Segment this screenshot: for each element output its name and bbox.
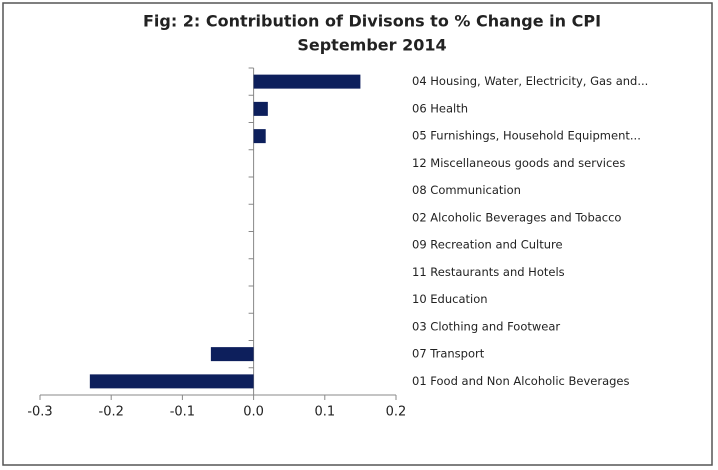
bar bbox=[253, 74, 361, 89]
chart-subtitle: September 2014 bbox=[297, 36, 446, 55]
chart-title: Fig: 2: Contribution of Divisons to % Ch… bbox=[143, 12, 601, 31]
x-tick-label: 0.0 bbox=[243, 405, 264, 420]
x-tick-label: -0.1 bbox=[170, 405, 195, 420]
category-label: 12 Miscellaneous goods and services bbox=[412, 156, 625, 170]
category-label: 02 Alcoholic Beverages and Tobacco bbox=[412, 210, 621, 224]
bar bbox=[89, 374, 254, 389]
category-label: 03 Clothing and Footwear bbox=[412, 319, 560, 333]
category-label: 08 Communication bbox=[412, 183, 521, 197]
x-tick-label: 0.2 bbox=[386, 405, 407, 420]
category-label: 07 Transport bbox=[412, 347, 485, 361]
category-label: 01 Food and Non Alcoholic Beverages bbox=[412, 374, 630, 388]
bar bbox=[253, 129, 266, 144]
x-tick-label: -0.3 bbox=[27, 405, 52, 420]
bar bbox=[253, 101, 268, 116]
category-label: 04 Housing, Water, Electricity, Gas and.… bbox=[412, 74, 648, 88]
category-label: 09 Recreation and Culture bbox=[412, 238, 563, 252]
chart-border bbox=[2, 2, 713, 466]
category-label: 05 Furnishings, Household Equipment... bbox=[412, 129, 641, 143]
category-label: 06 Health bbox=[412, 101, 468, 115]
bar bbox=[210, 347, 254, 362]
category-label: 10 Education bbox=[412, 292, 488, 306]
category-label: 11 Restaurants and Hotels bbox=[412, 265, 565, 279]
x-tick-label: -0.2 bbox=[99, 405, 124, 420]
x-tick-label: 0.1 bbox=[314, 405, 335, 420]
